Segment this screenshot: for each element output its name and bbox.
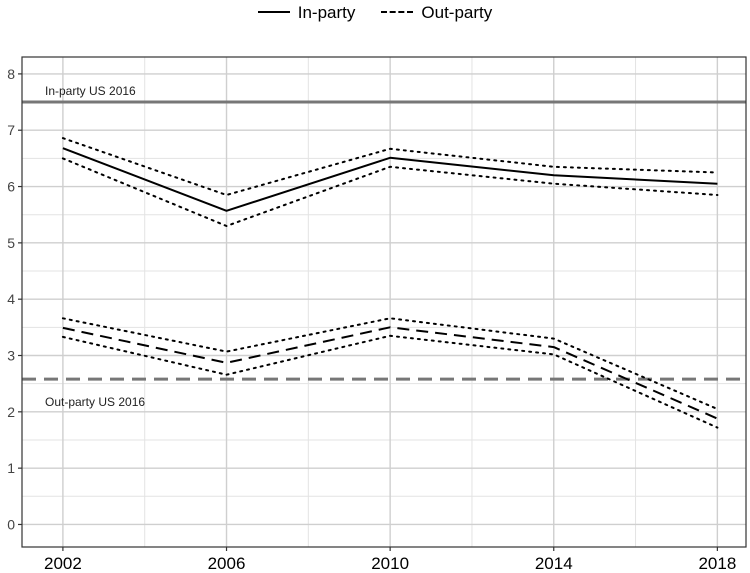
series-line-4 [61,317,719,410]
y-tick-label: 1 [7,460,15,476]
plot-border [21,56,747,548]
y-tick-label: 4 [7,291,15,307]
legend-item-out-party: Out-party [381,3,492,23]
x-tick-label: 2002 [44,554,82,573]
series-line-1 [61,137,719,196]
x-tick-label: 2018 [698,554,736,573]
y-tick-label: 8 [7,66,15,82]
legend-label-in-party: In-party [297,3,356,22]
legend: In-party Out-party [0,0,750,26]
x-tick-label: 2014 [535,554,573,573]
reference-label-in-party: In-party US 2016 [45,84,136,98]
reference-label-out-party: Out-party US 2016 [45,395,145,409]
legend-key-solid [257,11,290,15]
y-tick-label: 5 [7,235,15,251]
series-line-5 [61,334,719,429]
y-tick-label: 2 [7,404,15,420]
x-tick-label: 2010 [371,554,409,573]
series-line-0 [62,147,718,212]
y-tick-label: 6 [7,179,15,195]
series-line-3 [62,326,718,420]
y-tick-label: 0 [7,516,15,532]
series-line-2 [61,157,719,227]
y-tick-label: 7 [7,122,15,138]
y-tick-label: 3 [7,348,15,364]
x-tick-label: 2006 [208,554,246,573]
legend-label-out-party: Out-party [421,3,493,22]
legend-item-in-party: In-party [257,3,356,23]
legend-key-dashed [381,11,414,15]
